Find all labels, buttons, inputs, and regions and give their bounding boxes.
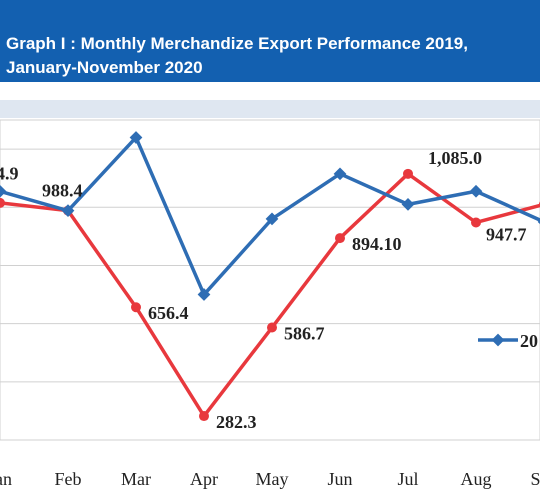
- data-point-2020: [335, 233, 345, 244]
- legend-label: 20: [520, 331, 538, 351]
- x-tick-label: Jul: [397, 469, 418, 489]
- data-label-2019: 4.9: [0, 163, 19, 183]
- data-label-2020: 947.7: [486, 224, 527, 244]
- x-tick-label: Jun: [327, 469, 352, 489]
- legend-marker-2019: [491, 333, 505, 347]
- data-label-2020: 586.7: [284, 324, 325, 344]
- x-tick-label: Mar: [121, 469, 151, 489]
- plot-area: [0, 119, 540, 441]
- data-point-2019: [401, 197, 415, 211]
- data-point-2019: [265, 212, 279, 226]
- chart-header: Graph I : Monthly Merchandize Export Per…: [0, 0, 540, 82]
- chart-title-line1: Graph I : Monthly Merchandize Export Per…: [6, 34, 468, 53]
- header-separator: [0, 82, 540, 100]
- data-point-2020: [131, 302, 141, 313]
- data-label-2020: 894.10: [352, 234, 402, 254]
- data-point-2020: [471, 217, 481, 228]
- data-point-2019: [333, 167, 347, 181]
- data-point-2020: [267, 322, 277, 333]
- data-point-2019: [129, 131, 143, 144]
- x-tick-label: May: [256, 469, 289, 489]
- x-tick-label: Sep: [531, 469, 540, 489]
- series-line-2020: [0, 172, 540, 418]
- x-tick-label: Aug: [461, 469, 492, 489]
- data-label-annotation: 1,085.0: [428, 148, 482, 168]
- data-point-2020: [0, 197, 5, 208]
- data-point-2020: [403, 168, 413, 179]
- legend-band: [0, 100, 540, 118]
- data-point-2019: [61, 204, 75, 218]
- data-point-2019: [0, 184, 7, 198]
- data-point-2020: [199, 411, 209, 422]
- x-tick-label: Apr: [190, 469, 218, 489]
- data-label-2020: 282.3: [216, 412, 257, 432]
- chart-title-line2: January-November 2020: [6, 58, 203, 77]
- data-label-2020: 656.4: [148, 303, 189, 323]
- data-label-2019: 988.4: [42, 181, 83, 201]
- chart-title: Graph I : Monthly Merchandize Export Per…: [6, 32, 468, 80]
- x-tick-label: Feb: [55, 469, 82, 489]
- data-point-2019: [469, 184, 483, 198]
- x-tick-label: Jan: [0, 469, 12, 489]
- data-point-2019: [197, 288, 211, 301]
